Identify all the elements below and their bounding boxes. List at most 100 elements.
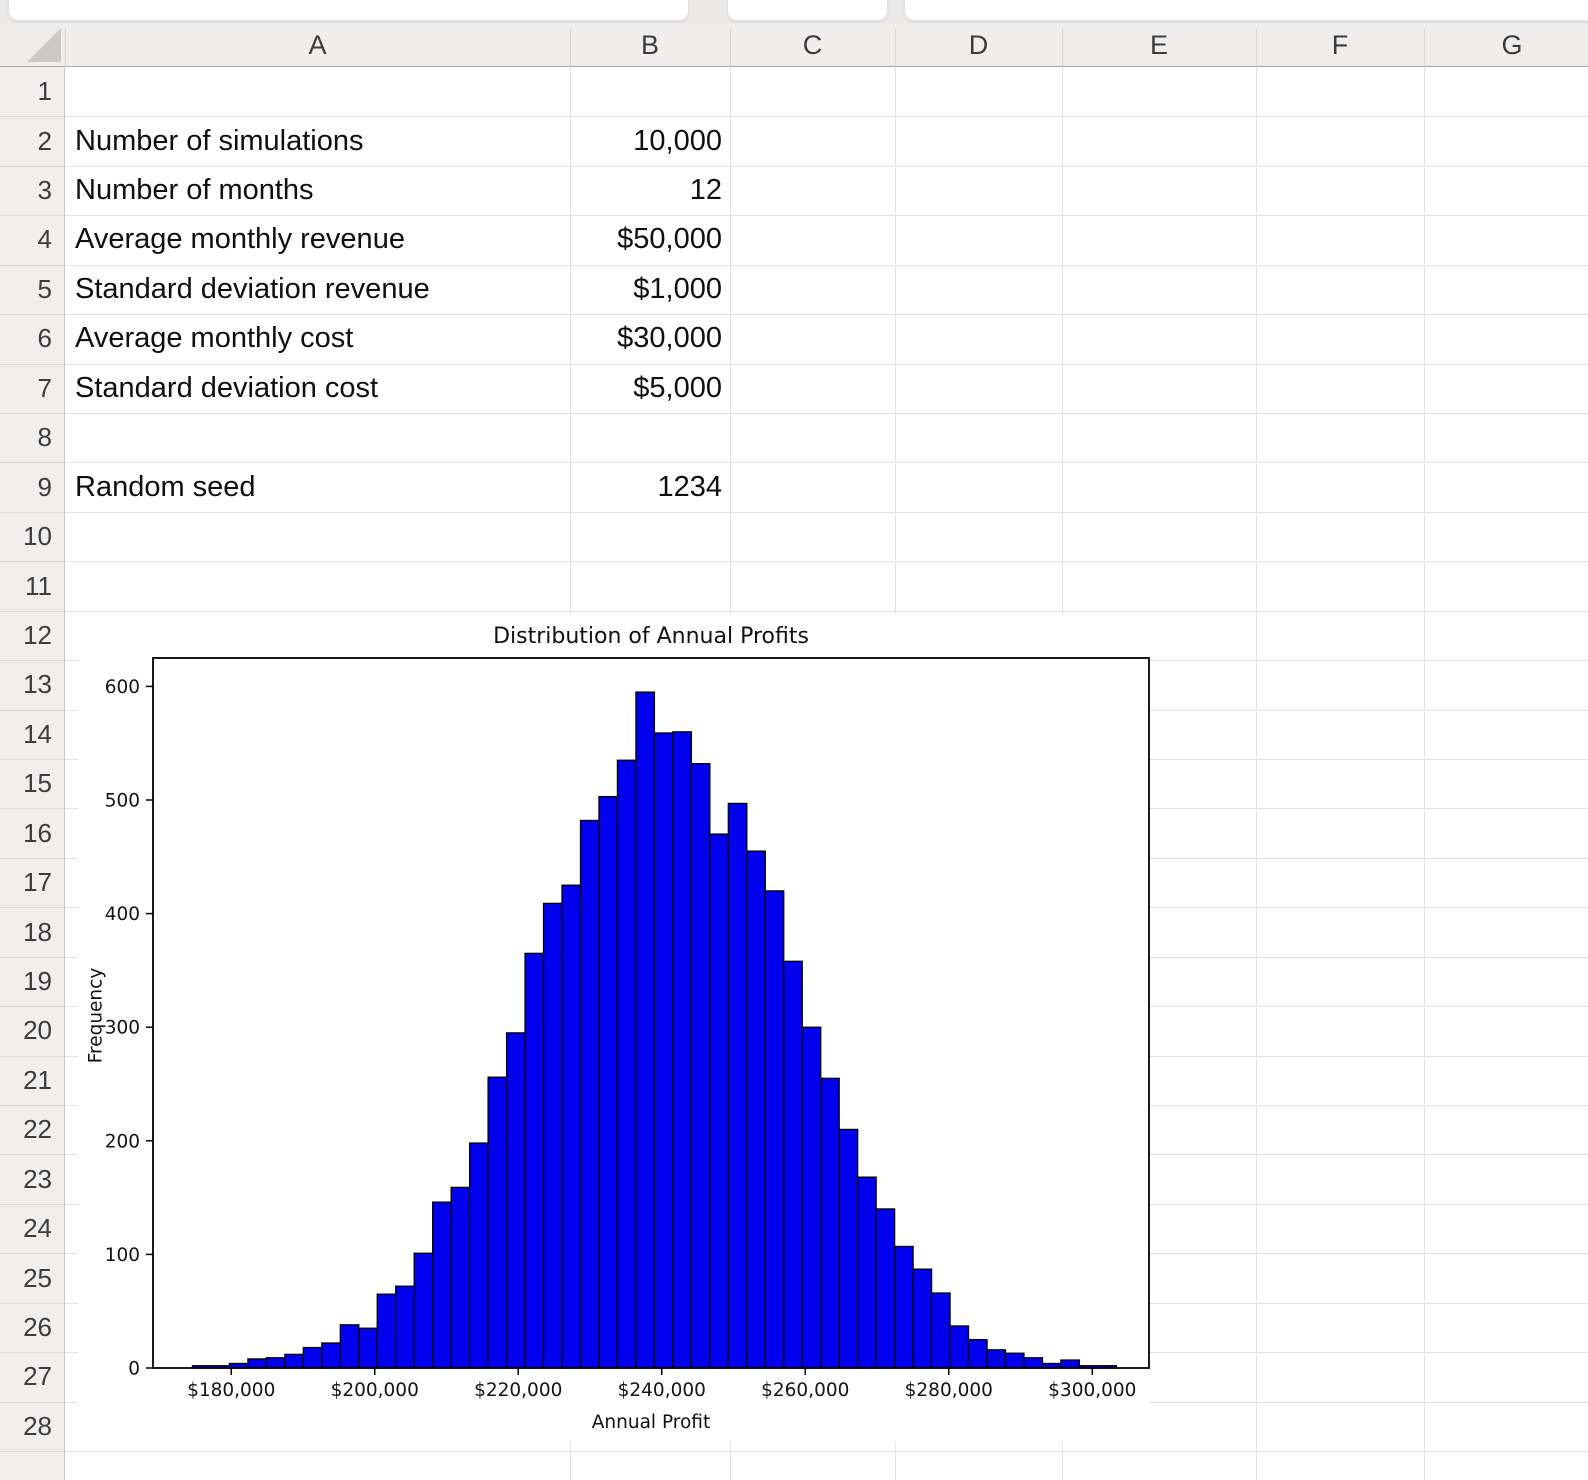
- histogram-bar: [376, 1293, 397, 1369]
- column-header-e[interactable]: E: [1149, 30, 1168, 60]
- x-tick-label: $220,000: [474, 1380, 562, 1401]
- cell-a6-label[interactable]: Average monthly cost: [75, 322, 354, 355]
- row-header-separator: [0, 1055, 64, 1057]
- x-tick-label: $240,000: [618, 1380, 706, 1401]
- row-header-13[interactable]: 13: [23, 669, 52, 700]
- column-header-separator: [1256, 28, 1257, 67]
- row-header-separator: [0, 462, 64, 464]
- select-all-corner[interactable]: [0, 24, 65, 67]
- histogram-bar: [395, 1285, 415, 1369]
- row-header-25[interactable]: 25: [23, 1262, 52, 1293]
- row-header-28[interactable]: 28: [23, 1410, 52, 1441]
- cell-a5-label[interactable]: Standard deviation revenue: [75, 272, 430, 305]
- y-tick-label: 400: [105, 904, 140, 925]
- row-header-21[interactable]: 21: [23, 1064, 52, 1095]
- histogram-bar: [727, 802, 748, 1369]
- y-tick-label: 300: [105, 1018, 140, 1039]
- column-header-d[interactable]: D: [968, 30, 989, 60]
- column-header-f[interactable]: F: [1331, 30, 1349, 60]
- row-header-18[interactable]: 18: [23, 916, 52, 947]
- cell-a9-label[interactable]: Random seed: [75, 470, 256, 503]
- histogram-bar: [432, 1201, 452, 1369]
- grid-vline: [1256, 67, 1257, 1480]
- row-header-20[interactable]: 20: [23, 1015, 52, 1046]
- row-header-10[interactable]: 10: [23, 521, 52, 552]
- y-tick-label: 200: [105, 1131, 140, 1152]
- row-header-6[interactable]: 6: [37, 323, 52, 354]
- grid-hline: [65, 363, 1588, 365]
- cell-a4-label[interactable]: Average monthly revenue: [75, 223, 405, 256]
- column-header-a[interactable]: A: [308, 30, 327, 60]
- histogram-bar: [893, 1245, 914, 1369]
- histogram-bar: [505, 1032, 526, 1369]
- row-header-separator: [0, 759, 64, 761]
- row-header-24[interactable]: 24: [23, 1213, 52, 1244]
- row-header-16[interactable]: 16: [23, 817, 52, 848]
- row-header-19[interactable]: 19: [23, 965, 52, 996]
- row-header-23[interactable]: 23: [23, 1163, 52, 1194]
- x-tick-label: $300,000: [1048, 1380, 1136, 1401]
- row-header-separator: [0, 215, 64, 217]
- row-header-separator: [0, 956, 64, 958]
- select-all-triangle-icon: [27, 28, 61, 62]
- cell-b2-value[interactable]: 10,000: [633, 124, 722, 157]
- row-header-4[interactable]: 4: [37, 224, 52, 255]
- chart-y-axis-label: Frequency: [85, 967, 107, 1064]
- cell-a7-label[interactable]: Standard deviation cost: [75, 371, 379, 404]
- row-header-separator: [0, 314, 64, 316]
- row-header-17[interactable]: 17: [23, 867, 52, 898]
- row-header-separator: [0, 808, 64, 810]
- cell-b6-value[interactable]: $30,000: [617, 322, 722, 355]
- histogram-bar: [542, 902, 563, 1369]
- row-header-22[interactable]: 22: [23, 1114, 52, 1145]
- histogram-bar: [820, 1077, 840, 1369]
- row-header-15[interactable]: 15: [23, 768, 52, 799]
- histogram-bar: [857, 1176, 877, 1369]
- row-header-12[interactable]: 12: [23, 619, 52, 650]
- row-header-2[interactable]: 2: [37, 125, 52, 156]
- histogram-bar: [986, 1349, 1007, 1369]
- column-header-c[interactable]: C: [802, 30, 823, 60]
- row-header-separator: [0, 511, 64, 513]
- column-header-g[interactable]: G: [1501, 30, 1523, 60]
- column-header-b[interactable]: B: [640, 30, 659, 60]
- cell-b7-value[interactable]: $5,000: [633, 371, 722, 404]
- cell-b9-value[interactable]: 1234: [657, 470, 722, 503]
- histogram-bar: [801, 1026, 822, 1369]
- row-header-26[interactable]: 26: [23, 1311, 52, 1342]
- row-header-8[interactable]: 8: [37, 422, 52, 453]
- plot-border: [152, 657, 1150, 1369]
- row-header-separator: [0, 264, 64, 266]
- row-header-5[interactable]: 5: [37, 273, 52, 304]
- row-header-separator: [0, 1154, 64, 1156]
- histogram-bar: [1060, 1359, 1081, 1369]
- row-header-separator: [0, 1401, 64, 1403]
- histogram-bar: [616, 759, 637, 1369]
- cell-a3-label[interactable]: Number of months: [75, 174, 314, 207]
- histogram-bar: [358, 1327, 378, 1369]
- cell-b5-value[interactable]: $1,000: [633, 272, 722, 305]
- column-header-separator: [570, 28, 571, 67]
- cell-b3-value[interactable]: 12: [689, 174, 722, 207]
- histogram-bar: [413, 1252, 434, 1369]
- profit-histogram-chart[interactable]: $180,000 $200,000 $220,000 $240,000 $260,000…: [78, 614, 1150, 1442]
- row-header-7[interactable]: 7: [37, 372, 52, 403]
- grid-hline: [65, 413, 1588, 414]
- x-tick-label: $280,000: [905, 1380, 993, 1401]
- row-header-1[interactable]: 1: [37, 76, 52, 107]
- row-header-11[interactable]: 11: [25, 570, 52, 601]
- histogram-bar: [561, 884, 582, 1369]
- histogram-bar: [302, 1346, 323, 1369]
- row-header-14[interactable]: 14: [23, 718, 52, 749]
- cell-b4-value[interactable]: $50,000: [617, 223, 722, 256]
- histogram-bar: [949, 1325, 970, 1369]
- row-header-9[interactable]: 9: [37, 471, 52, 502]
- column-header-separator: [65, 28, 66, 67]
- histogram-bar: [783, 960, 803, 1369]
- row-header-3[interactable]: 3: [37, 175, 52, 206]
- row-header-separator: [0, 165, 64, 167]
- chart-x-axis-label: Annual Profit: [591, 1412, 711, 1433]
- row-header-27[interactable]: 27: [23, 1361, 52, 1392]
- y-tick-label: 100: [105, 1245, 140, 1266]
- cell-a2-label[interactable]: Number of simulations: [75, 124, 364, 157]
